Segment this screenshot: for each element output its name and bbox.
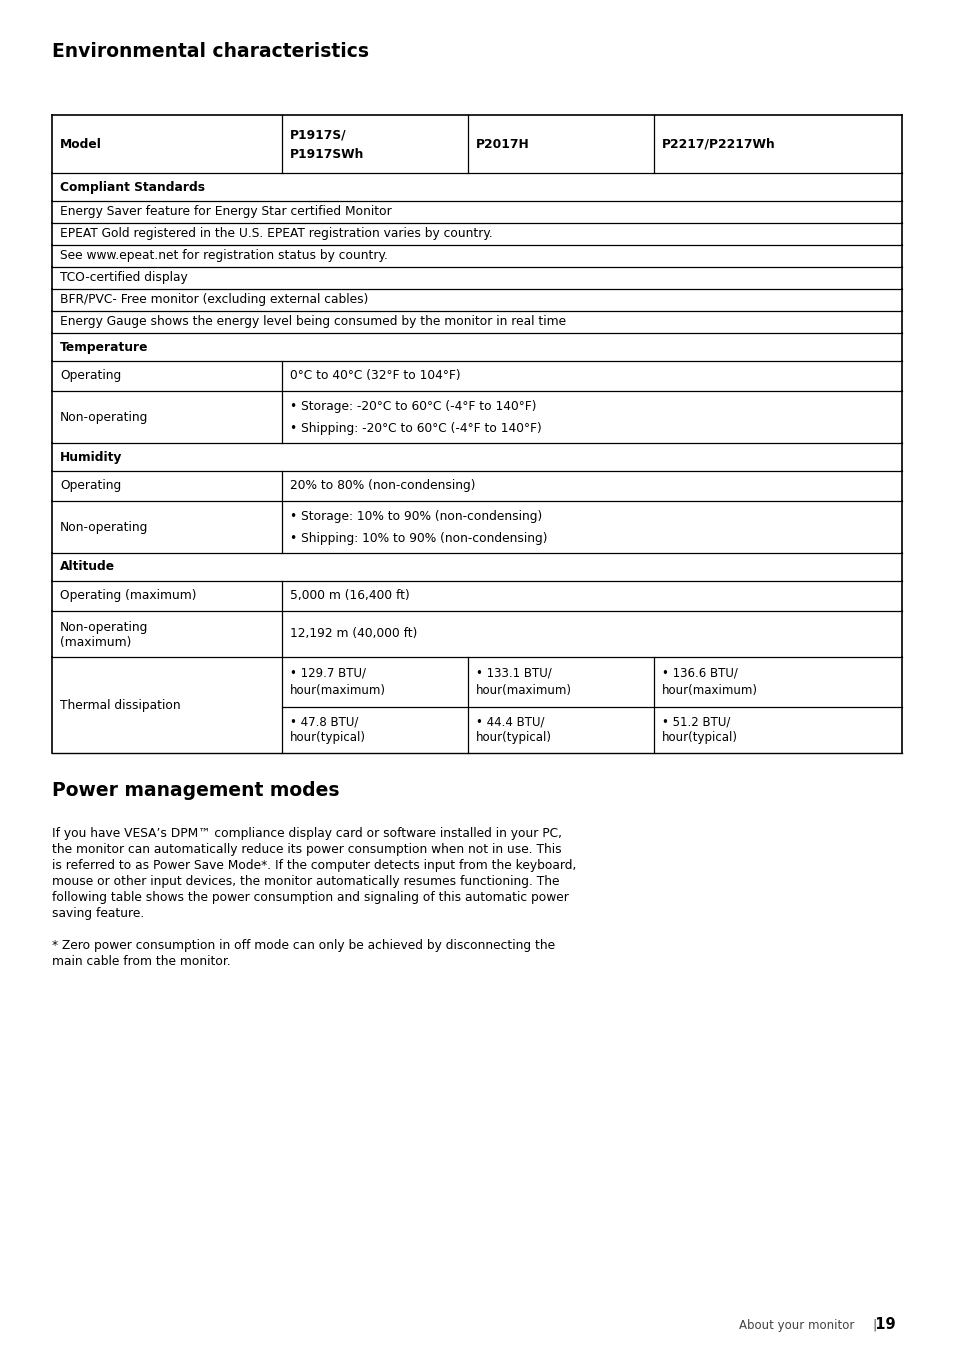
Text: • 51.2 BTU/: • 51.2 BTU/ xyxy=(661,716,730,728)
Text: Operating: Operating xyxy=(60,370,121,382)
Text: following table shows the power consumption and signaling of this automatic powe: following table shows the power consumpt… xyxy=(52,891,568,904)
Text: mouse or other input devices, the monitor automatically resumes functioning. The: mouse or other input devices, the monito… xyxy=(52,875,558,888)
Text: • 129.7 BTU/: • 129.7 BTU/ xyxy=(290,668,366,680)
Text: * Zero power consumption in off mode can only be achieved by disconnecting the: * Zero power consumption in off mode can… xyxy=(52,940,555,952)
Text: If you have VESA’s DPM™ compliance display card or software installed in your PC: If you have VESA’s DPM™ compliance displ… xyxy=(52,827,561,839)
Text: 5,000 m (16,400 ft): 5,000 m (16,400 ft) xyxy=(290,589,410,603)
Text: • 133.1 BTU/: • 133.1 BTU/ xyxy=(476,668,551,680)
Text: Operating (maximum): Operating (maximum) xyxy=(60,589,196,603)
Text: EPEAT Gold registered in the U.S. EPEAT registration varies by country.: EPEAT Gold registered in the U.S. EPEAT … xyxy=(60,227,493,241)
Text: P1917SWh: P1917SWh xyxy=(290,148,364,161)
Text: Model: Model xyxy=(60,138,102,150)
Text: hour(typical): hour(typical) xyxy=(476,731,552,745)
Text: • 136.6 BTU/: • 136.6 BTU/ xyxy=(661,668,737,680)
Text: Altitude: Altitude xyxy=(60,561,115,574)
Text: saving feature.: saving feature. xyxy=(52,907,144,919)
Text: Temperature: Temperature xyxy=(60,340,149,353)
Text: Environmental characteristics: Environmental characteristics xyxy=(52,42,369,61)
Text: main cable from the monitor.: main cable from the monitor. xyxy=(52,955,231,968)
Text: Energy Gauge shows the energy level being consumed by the monitor in real time: Energy Gauge shows the energy level bein… xyxy=(60,315,565,329)
Text: About your monitor     |: About your monitor | xyxy=(739,1319,895,1332)
Text: 19: 19 xyxy=(864,1317,895,1332)
Text: Humidity: Humidity xyxy=(60,451,122,463)
Text: is referred to as Power Save Mode*. If the computer detects input from the keybo: is referred to as Power Save Mode*. If t… xyxy=(52,858,576,872)
Text: Power management modes: Power management modes xyxy=(52,781,339,800)
Text: Non-operating: Non-operating xyxy=(60,620,149,634)
Text: the monitor can automatically reduce its power consumption when not in use. This: the monitor can automatically reduce its… xyxy=(52,844,561,856)
Text: Operating: Operating xyxy=(60,479,121,493)
Text: • 44.4 BTU/: • 44.4 BTU/ xyxy=(476,716,544,728)
Text: • Storage: 10% to 90% (non-condensing): • Storage: 10% to 90% (non-condensing) xyxy=(290,510,541,523)
Text: hour(maximum): hour(maximum) xyxy=(661,684,758,697)
Text: See www.epeat.net for registration status by country.: See www.epeat.net for registration statu… xyxy=(60,249,388,263)
Text: hour(maximum): hour(maximum) xyxy=(476,684,572,697)
Text: hour(maximum): hour(maximum) xyxy=(290,684,386,697)
Text: P2017H: P2017H xyxy=(476,138,529,150)
Text: Non-operating: Non-operating xyxy=(60,520,149,533)
Text: Compliant Standards: Compliant Standards xyxy=(60,180,205,194)
Text: • Storage: -20°C to 60°C (-4°F to 140°F): • Storage: -20°C to 60°C (-4°F to 140°F) xyxy=(290,399,536,413)
Text: Thermal dissipation: Thermal dissipation xyxy=(60,699,180,711)
Text: • Shipping: 10% to 90% (non-condensing): • Shipping: 10% to 90% (non-condensing) xyxy=(290,532,547,544)
Text: Energy Saver feature for Energy Star certified Monitor: Energy Saver feature for Energy Star cer… xyxy=(60,206,392,218)
Text: (maximum): (maximum) xyxy=(60,636,132,649)
Text: TCO-certified display: TCO-certified display xyxy=(60,272,188,284)
Text: P2217/P2217Wh: P2217/P2217Wh xyxy=(661,138,775,150)
Text: • Shipping: -20°C to 60°C (-4°F to 140°F): • Shipping: -20°C to 60°C (-4°F to 140°F… xyxy=(290,422,541,435)
Text: 0°C to 40°C (32°F to 104°F): 0°C to 40°C (32°F to 104°F) xyxy=(290,370,460,382)
Text: 12,192 m (40,000 ft): 12,192 m (40,000 ft) xyxy=(290,627,416,640)
Text: hour(typical): hour(typical) xyxy=(290,731,366,745)
Text: 20% to 80% (non-condensing): 20% to 80% (non-condensing) xyxy=(290,479,475,493)
Text: Non-operating: Non-operating xyxy=(60,410,149,424)
Text: • 47.8 BTU/: • 47.8 BTU/ xyxy=(290,716,358,728)
Text: P1917S/: P1917S/ xyxy=(290,129,346,142)
Text: hour(typical): hour(typical) xyxy=(661,731,738,745)
Text: BFR/PVC- Free monitor (excluding external cables): BFR/PVC- Free monitor (excluding externa… xyxy=(60,294,368,306)
